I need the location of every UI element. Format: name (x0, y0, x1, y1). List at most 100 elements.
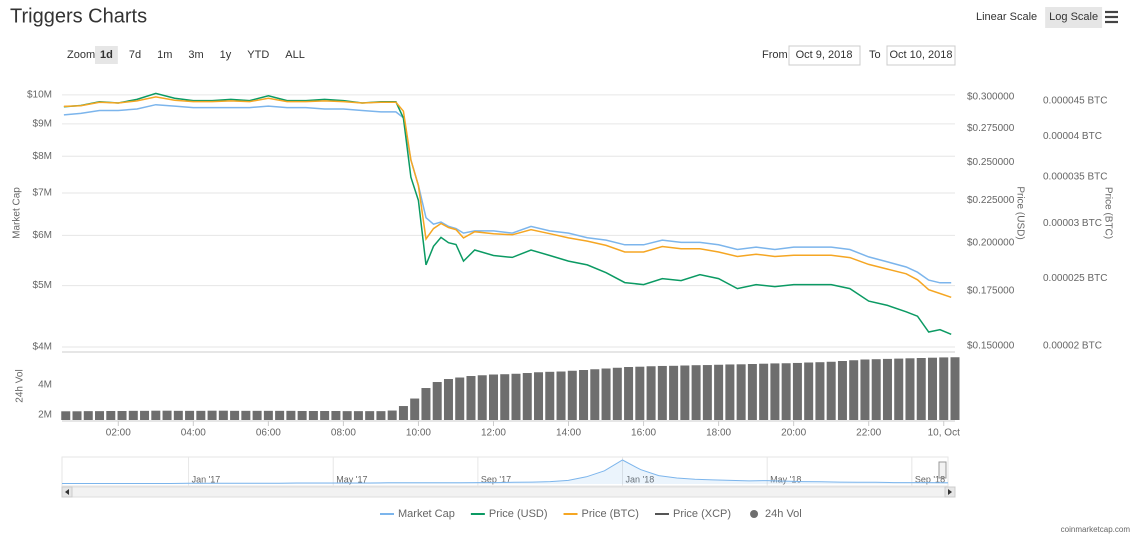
y-axis-title: Market Cap (12, 187, 23, 239)
volume-axis-title: 24h Vol (15, 369, 26, 402)
from-input-box[interactable] (788, 45, 861, 66)
zoom-button[interactable]: 3m (188, 49, 203, 61)
volume-bar (455, 377, 465, 420)
menu-icon[interactable] (1105, 10, 1118, 24)
y2-axis-title: Price (USD) (1014, 186, 1025, 239)
volume-bar (286, 410, 296, 420)
volume-bar (342, 411, 352, 420)
navigator-label: May '17 (336, 474, 367, 484)
series-line (63, 103, 952, 284)
scroll-left-arrow (65, 489, 69, 495)
chart-title: Triggers Charts (10, 5, 147, 27)
navigator-label: Sep '18 (915, 474, 945, 484)
volume-bar (140, 410, 150, 420)
x-tick-label: 04:00 (181, 428, 206, 439)
volume-bar (680, 365, 690, 420)
volume-bar (781, 363, 791, 420)
y3-tick-label: 0.00004 BTC (1043, 131, 1102, 142)
y3-axis-title: Price (BTC) (1102, 187, 1113, 239)
y2-tick-label: $0.225000 (967, 195, 1015, 206)
zoom-button[interactable]: 1y (220, 49, 232, 61)
y2-tick-label: $0.275000 (967, 123, 1015, 134)
x-tick-label: 20:00 (781, 428, 806, 439)
to-input-box[interactable] (886, 45, 956, 66)
volume-bar (725, 364, 735, 420)
volume-bar (241, 410, 251, 420)
volume-bar (770, 363, 780, 420)
x-tick-label: 12:00 (481, 428, 506, 439)
volume-bar (173, 410, 183, 420)
to-label: To (869, 49, 881, 61)
volume-bar (894, 358, 904, 420)
legend-label[interactable]: Price (XCP) (673, 508, 731, 520)
scrollbar-track[interactable] (61, 486, 956, 498)
volume-bar (263, 410, 273, 420)
volume-bar (443, 379, 453, 420)
volume-bar (522, 373, 532, 420)
volume-bar (162, 410, 172, 420)
volume-bar (635, 366, 645, 420)
volume-bar (792, 362, 802, 420)
navigator-label: May '18 (770, 474, 801, 484)
zoom-button[interactable]: 7d (129, 49, 141, 61)
volume-bar (556, 371, 566, 420)
to-date[interactable]: Oct 10, 2018 (890, 49, 953, 61)
navigator-handle[interactable] (938, 461, 947, 479)
volume-bar (534, 372, 544, 420)
x-tick-label: 10:00 (406, 428, 431, 439)
volume-bar (567, 370, 577, 420)
volume-bar (646, 366, 656, 420)
y2-tick-label: $0.200000 (967, 237, 1015, 248)
volume-bar (759, 363, 769, 420)
volume-bar (421, 388, 431, 420)
y-tick-label: $7M (33, 188, 52, 199)
navigator-label: Sep '17 (481, 474, 511, 484)
volume-bar (736, 364, 746, 420)
volume-bar (398, 406, 408, 420)
y3-tick-label: 0.000045 BTC (1043, 96, 1108, 107)
volume-bar (61, 411, 71, 420)
volume-bar (275, 410, 285, 420)
scale-button-active (1045, 7, 1103, 28)
volume-bar (871, 359, 881, 420)
series-line (63, 96, 952, 299)
volume-bar (702, 365, 712, 420)
y-tick-label: $10M (27, 90, 52, 101)
y3-tick-label: 0.000025 BTC (1043, 273, 1108, 284)
legend-label[interactable]: 24h Vol (765, 508, 802, 520)
x-tick-label: 02:00 (106, 428, 131, 439)
volume-bar (106, 410, 116, 420)
zoom-button[interactable]: ALL (285, 49, 305, 61)
navigator-frame (61, 456, 949, 487)
volume-bar (488, 374, 498, 420)
volume-bar (218, 410, 228, 420)
legend-label[interactable]: Market Cap (398, 508, 455, 520)
x-tick-label: 10, Oct (928, 428, 960, 439)
volume-bar (320, 410, 330, 420)
volume-bar (387, 410, 397, 420)
volume-bar (365, 411, 375, 420)
volume-bar (230, 410, 240, 420)
scale-button[interactable]: Log Scale (1049, 11, 1098, 23)
volume-bar (612, 367, 622, 420)
y-tick-label: $8M (33, 151, 52, 162)
zoom-button[interactable]: YTD (247, 49, 269, 61)
volume-bar (376, 411, 386, 420)
volume-bar (353, 411, 363, 420)
y2-tick-label: $0.250000 (967, 157, 1015, 168)
zoom-button[interactable]: 1d (100, 49, 113, 61)
y2-tick-label: $0.300000 (967, 92, 1015, 103)
volume-bar (882, 358, 892, 420)
legend-label[interactable]: Price (USD) (489, 508, 548, 520)
legend-label[interactable]: Price (BTC) (582, 508, 639, 520)
volume-bar (590, 369, 600, 420)
from-date[interactable]: Oct 9, 2018 (796, 49, 853, 61)
volume-bar (207, 410, 217, 420)
volume-bar (196, 410, 206, 420)
volume-bar (128, 410, 138, 420)
zoom-button[interactable]: 1m (157, 49, 172, 61)
volume-bar (466, 376, 476, 420)
from-label: From (762, 49, 788, 61)
scale-button[interactable]: Linear Scale (976, 11, 1037, 23)
